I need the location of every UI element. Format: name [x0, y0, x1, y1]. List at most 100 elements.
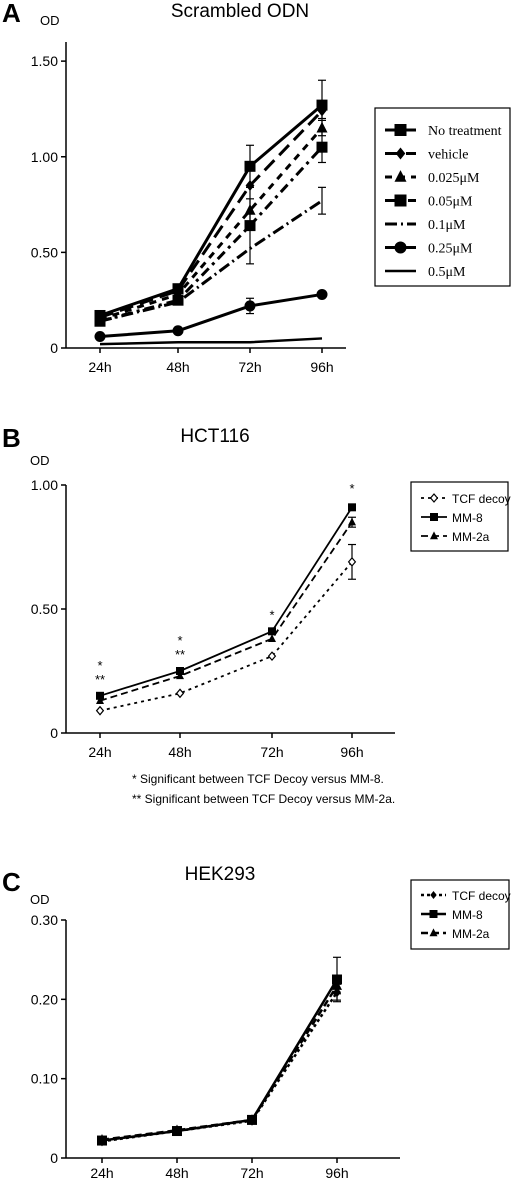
- legend-label: 0.25μM: [428, 242, 473, 257]
- data-point: [94, 331, 106, 343]
- x-tick-label: 72h: [240, 1165, 263, 1180]
- data-point: [268, 634, 276, 642]
- data-point: [316, 121, 328, 133]
- data-point: [332, 980, 342, 990]
- y-tick-label: 0.10: [31, 1071, 58, 1087]
- panel-letter: A: [2, 0, 21, 28]
- y-tick-label: 1.00: [31, 477, 58, 493]
- legend-marker: [430, 513, 438, 521]
- y-tick-label: 0.50: [31, 244, 58, 260]
- data-point: [317, 105, 327, 117]
- legend-marker: [429, 493, 439, 503]
- y-tick-label: 0: [50, 1150, 58, 1166]
- series-6: [99, 337, 323, 346]
- y-tick-label: 0.20: [31, 991, 58, 1007]
- footnote: * Significant between TCF Decoy versus M…: [132, 772, 384, 786]
- x-tick-label: 24h: [88, 744, 111, 760]
- y-tick-label: 1.00: [31, 149, 58, 165]
- significance-marker: **: [95, 672, 105, 687]
- data-point: [95, 705, 105, 716]
- legend-label: MM-8: [452, 511, 483, 525]
- legend-marker: [429, 928, 438, 937]
- data-point: [268, 627, 276, 636]
- series-3: [94, 131, 328, 327]
- x-tick-label: 48h: [166, 359, 189, 375]
- chart-title: HCT116: [180, 426, 249, 447]
- y-axis-label: OD: [30, 892, 50, 907]
- series-1: [95, 102, 327, 323]
- x-tick-label: 48h: [168, 744, 191, 760]
- data-point: [96, 696, 104, 704]
- data-point: [96, 691, 104, 700]
- data-point: [244, 300, 256, 312]
- series-2: [97, 977, 342, 1144]
- y-axis-label: OD: [30, 453, 50, 468]
- legend-marker: [394, 124, 407, 136]
- series-line: [101, 985, 339, 1141]
- data-point: [244, 160, 256, 172]
- series-line: [99, 109, 324, 319]
- series-5: [94, 288, 328, 343]
- series-line: [99, 506, 353, 697]
- y-axis-label: OD: [40, 13, 60, 28]
- series-0: [95, 543, 357, 716]
- data-point: [175, 688, 185, 699]
- legend-label: 0.1μM: [428, 218, 466, 233]
- legend-marker: [394, 170, 407, 182]
- data-point: [97, 1134, 107, 1144]
- x-tick-label: 96h: [310, 359, 333, 375]
- x-tick-label: 24h: [90, 1165, 113, 1180]
- legend-label: 0.05μM: [428, 195, 473, 210]
- data-point: [172, 325, 184, 337]
- series-line: [99, 337, 323, 346]
- chart-title: Scrambled ODN: [171, 1, 309, 22]
- legend-marker: [430, 531, 438, 540]
- data-point: [245, 179, 255, 191]
- y-tick-label: 0.50: [31, 601, 58, 617]
- panel-letter: C: [2, 867, 21, 897]
- legend-label: 0.5μM: [428, 265, 466, 280]
- y-tick-label: 1.50: [31, 53, 58, 69]
- data-point: [347, 556, 357, 567]
- series-line: [101, 978, 339, 1142]
- footnote: ** Significant between TCF Decoy versus …: [132, 792, 395, 806]
- significance-marker: **: [175, 647, 185, 662]
- data-point: [172, 294, 184, 306]
- legend-label: MM-8: [452, 908, 483, 922]
- x-tick-label: 72h: [260, 744, 283, 760]
- data-point: [316, 141, 328, 153]
- significance-marker: *: [269, 607, 274, 622]
- panel-letter: B: [2, 423, 21, 453]
- data-point: [316, 288, 328, 300]
- legend-label: No treatment: [428, 124, 502, 139]
- x-tick-label: 96h: [340, 744, 363, 760]
- chart-panel-a: A Scrambled ODN OD 0 0.50 1.00 1.50 24h 48h 72h 96…: [2, 0, 511, 375]
- data-point: [244, 220, 256, 232]
- series-line: [101, 991, 339, 1143]
- chart-panel-c: C HEK293 OD 0 0.10 0.20 0.30 24h 48h 72h 96h TCF de…: [2, 864, 511, 1180]
- x-tick-label: 72h: [238, 359, 261, 375]
- legend-marker: [395, 147, 406, 160]
- legend-marker: [430, 891, 437, 899]
- x-tick-label: 96h: [325, 1165, 348, 1180]
- y-tick-label: 0: [50, 725, 58, 741]
- series-line: [99, 521, 353, 702]
- series-1: [96, 503, 356, 700]
- y-tick-label: 0.30: [31, 912, 58, 928]
- series-line: [99, 103, 323, 317]
- legend-marker: [394, 194, 407, 207]
- significance-marker: *: [349, 481, 354, 496]
- data-point: [348, 503, 356, 512]
- legend-label: MM-2a: [452, 530, 490, 544]
- significance-marker: *: [177, 633, 182, 648]
- series-line: [99, 292, 323, 339]
- data-point: [247, 1114, 257, 1124]
- legend-marker: [429, 910, 438, 918]
- data-point: [172, 1124, 182, 1135]
- legend-label: TCF decoy: [452, 889, 511, 903]
- series-0: [98, 983, 341, 1147]
- series-line: [99, 127, 324, 321]
- y-tick-label: 0: [50, 340, 58, 356]
